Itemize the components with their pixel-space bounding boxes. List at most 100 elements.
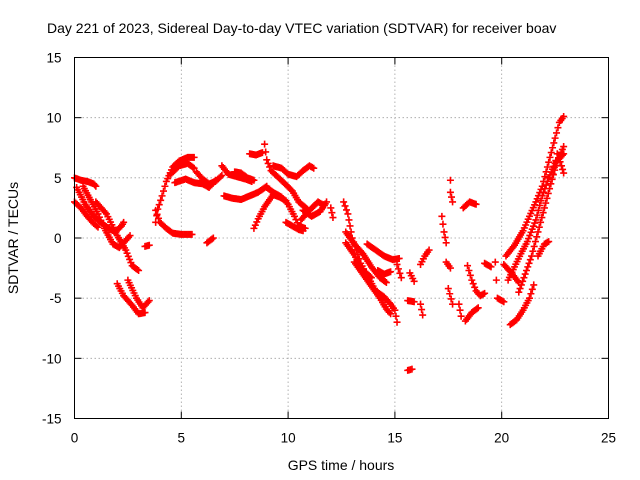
- data-point: [444, 285, 452, 293]
- data-point: [542, 181, 550, 189]
- data-point: [261, 140, 269, 148]
- data-point: [447, 295, 455, 303]
- x-tick-label: 15: [387, 431, 402, 446]
- data-point: [538, 214, 546, 222]
- data-point: [547, 180, 555, 188]
- data-point: [542, 199, 550, 207]
- data-point: [328, 209, 336, 217]
- data-point: [474, 304, 482, 312]
- data-point: [382, 279, 390, 287]
- data-point: [533, 233, 541, 241]
- data-point: [93, 222, 101, 230]
- data-point: [190, 153, 198, 161]
- data-point: [381, 278, 389, 286]
- data-point: [344, 210, 352, 218]
- data-point: [190, 164, 198, 172]
- data-point: [266, 163, 274, 171]
- data-point: [543, 163, 551, 171]
- data-point: [157, 196, 165, 204]
- data-point: [465, 266, 473, 274]
- y-tick-label: 10: [46, 111, 61, 126]
- data-point: [553, 129, 561, 137]
- data-point: [487, 263, 495, 271]
- x-tick-label: 10: [281, 431, 296, 446]
- data-point: [560, 169, 568, 177]
- data-point: [525, 259, 533, 267]
- data-point: [534, 206, 542, 214]
- data-point: [537, 218, 545, 226]
- data-point: [446, 290, 454, 298]
- data-point: [469, 280, 477, 288]
- data-point: [251, 221, 259, 229]
- data-point: [531, 238, 539, 246]
- data-point: [209, 234, 217, 242]
- data-point: [550, 163, 558, 171]
- data-point: [391, 306, 399, 314]
- data-point: [549, 170, 557, 178]
- data-point: [264, 159, 272, 167]
- data-point: [439, 220, 447, 228]
- data-point: [522, 266, 530, 274]
- data-point: [525, 294, 533, 302]
- data-point: [340, 198, 348, 206]
- data-point: [491, 258, 499, 266]
- data-point: [558, 162, 566, 170]
- y-tick-label: -15: [42, 412, 62, 427]
- data-point: [544, 189, 552, 197]
- data-point: [438, 212, 446, 220]
- grid: [74, 57, 609, 419]
- data-point: [419, 311, 427, 319]
- y-tick-label: 5: [54, 171, 62, 186]
- data-point: [394, 265, 402, 273]
- data-point: [527, 290, 535, 298]
- data-point: [541, 173, 549, 181]
- data-point: [145, 297, 153, 305]
- data-point: [551, 134, 559, 142]
- data-point: [441, 233, 449, 241]
- data-point: [387, 268, 395, 276]
- data-point: [455, 300, 463, 308]
- data-point: [145, 241, 153, 249]
- plot-frame: [74, 57, 609, 419]
- data-point: [528, 252, 536, 260]
- x-tick-labels: 0 5 10 15 20 25: [71, 431, 616, 446]
- x-tick-label: 0: [71, 431, 79, 446]
- data-point: [310, 164, 318, 172]
- data-point: [468, 276, 476, 284]
- data-point: [516, 285, 524, 293]
- data-point: [418, 306, 426, 314]
- data-point: [536, 202, 544, 210]
- data-point: [397, 274, 405, 282]
- data-point: [299, 227, 307, 235]
- data-point: [442, 239, 450, 247]
- data-point: [291, 212, 299, 220]
- data-point: [393, 260, 401, 268]
- data-point: [126, 232, 134, 240]
- data-point: [545, 238, 553, 246]
- data-point: [160, 187, 167, 195]
- data-point: [155, 201, 163, 209]
- data-point: [500, 298, 508, 306]
- data-point: [387, 310, 395, 318]
- data-point: [472, 200, 480, 208]
- data-point: [329, 214, 337, 222]
- data-point: [98, 220, 106, 228]
- x-tick-label: 20: [494, 431, 509, 446]
- data-point: [556, 158, 564, 166]
- data-point: [457, 312, 465, 320]
- data-point: [479, 290, 487, 298]
- data-point: [549, 144, 557, 152]
- data-point: [543, 238, 551, 246]
- data-point: [539, 209, 547, 217]
- y-tick-label: -10: [42, 351, 62, 366]
- data-point: [446, 188, 454, 196]
- data-point: [94, 210, 102, 218]
- data-point: [95, 213, 103, 221]
- data-point: [144, 298, 152, 306]
- data-point: [392, 312, 400, 320]
- data-point: [152, 206, 160, 214]
- data-point: [553, 150, 561, 158]
- chart-title: Day 221 of 2023, Sidereal Day-to-day VTE…: [47, 20, 556, 36]
- data-point: [283, 199, 291, 207]
- data-point: [517, 281, 525, 289]
